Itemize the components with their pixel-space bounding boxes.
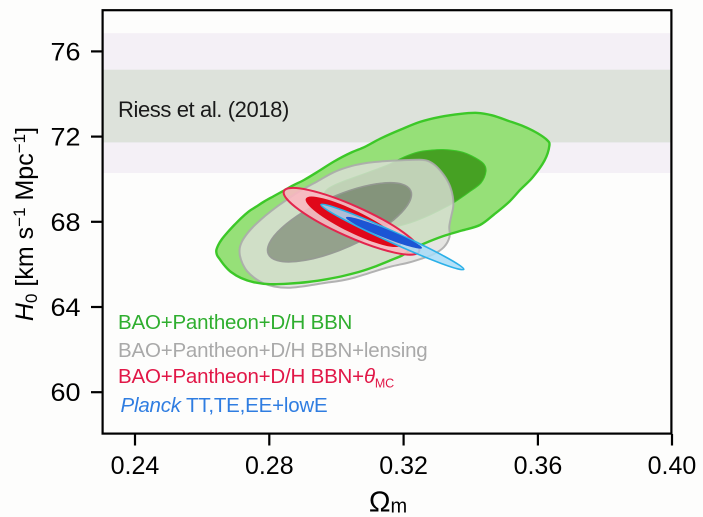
svg-text:0.28: 0.28	[245, 452, 294, 480]
svg-text:76: 76	[51, 38, 81, 66]
svg-text:0.24: 0.24	[111, 452, 160, 480]
svg-text:0.32: 0.32	[379, 452, 428, 480]
svg-text:64: 64	[51, 294, 81, 322]
svg-text:68: 68	[51, 209, 81, 237]
svg-text:BAO+Pantheon+D/H BBN+lensing: BAO+Pantheon+D/H BBN+lensing	[118, 339, 428, 362]
svg-text:60: 60	[51, 379, 81, 407]
svg-text:0.36: 0.36	[514, 452, 563, 480]
svg-text:BAO+Pantheon+D/H BBN+θMC: BAO+Pantheon+D/H BBN+θMC	[118, 365, 394, 391]
svg-text:Riess et al. (2018): Riess et al. (2018)	[118, 97, 289, 122]
svg-text:72: 72	[51, 124, 81, 152]
svg-text:H0 [km s−1 Mpc−1]: H0 [km s−1 Mpc−1]	[10, 127, 41, 321]
svg-text:Planck TT,TE,EE+lowE: Planck TT,TE,EE+lowE	[121, 394, 328, 417]
svg-text:0.40: 0.40	[648, 452, 697, 480]
svg-text:BAO+Pantheon+D/H BBN: BAO+Pantheon+D/H BBN	[118, 311, 352, 334]
svg-text:Ωm: Ωm	[369, 487, 407, 517]
